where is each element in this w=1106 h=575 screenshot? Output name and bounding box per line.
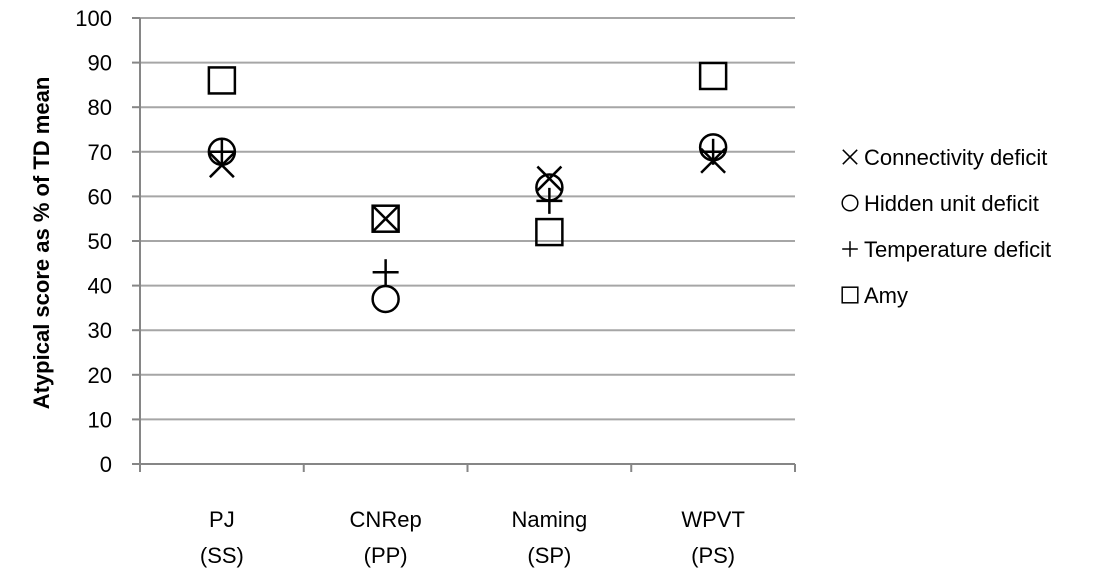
data-point-square (698, 61, 728, 91)
legend-item: Amy (841, 283, 908, 308)
legend-label: Temperature deficit (864, 237, 1051, 262)
legend-marker (841, 286, 859, 304)
circle-outline (371, 284, 400, 314)
y-tick-label: 90 (88, 51, 112, 76)
data-point-x-mark (536, 165, 563, 192)
legend-label: Connectivity deficit (864, 145, 1047, 170)
y-tick-label: 50 (88, 229, 112, 254)
legend-item: Hidden unit deficit (841, 191, 1039, 216)
x-category-labels: PJ (SS) CNRep (PP) Naming (SP) WPVT (PS) (200, 507, 745, 568)
legend-label: Amy (864, 283, 908, 308)
square-outline (841, 286, 859, 304)
y-axis-label: Atypical score as % of TD mean (29, 77, 54, 410)
data-points (207, 61, 728, 314)
y-tick-label: 30 (88, 318, 112, 343)
y-tick-label: 0 (100, 452, 112, 477)
axes (132, 17, 796, 472)
x-category-label: (SP) (527, 543, 571, 568)
legend-marker (842, 241, 858, 257)
data-point-plus (208, 138, 235, 165)
square-outline (207, 66, 237, 95)
legend-marker (841, 194, 859, 212)
y-tick-label: 60 (88, 184, 112, 209)
x-mark-stroke (372, 205, 399, 232)
x-category-label: Naming (511, 507, 587, 532)
x-category-label: (PP) (364, 543, 408, 568)
x-category-label: (PS) (691, 543, 735, 568)
y-tick-label: 40 (88, 274, 112, 299)
x-category-label: (SS) (200, 543, 244, 568)
circle-outline (841, 194, 859, 212)
data-point-x-mark (372, 205, 399, 232)
data-point-plus (700, 138, 727, 165)
y-tick-label: 10 (88, 407, 112, 432)
gridlines (140, 17, 795, 421)
legend-marker-square (841, 286, 859, 304)
legend-marker-plus (842, 241, 858, 257)
data-point-square (535, 217, 564, 247)
square-outline (535, 217, 564, 247)
legend-marker-circle (841, 194, 859, 212)
y-tick-label: 20 (88, 363, 112, 388)
legend-marker (842, 149, 858, 165)
data-point-plus (536, 187, 563, 214)
data-point-square (371, 204, 400, 233)
legend: Connectivity deficit Hidden unit deficit T… (841, 145, 1051, 308)
legend-marker-x-mark (842, 149, 858, 165)
x-category-label: CNRep (350, 507, 422, 532)
x-category-label: PJ (209, 507, 235, 532)
square-outline (698, 61, 728, 91)
legend-item: Temperature deficit (842, 237, 1051, 262)
x-mark-stroke (842, 149, 858, 165)
legend-label: Hidden unit deficit (864, 191, 1039, 216)
legend-item: Connectivity deficit (842, 145, 1047, 170)
x-mark-stroke (536, 165, 563, 192)
y-tick-labels: 0 10 20 30 40 50 60 70 80 90 100 (75, 6, 112, 477)
y-tick-label: 80 (88, 95, 112, 120)
square-outline (371, 204, 400, 233)
y-tick-label: 70 (88, 140, 112, 165)
data-point-plus (372, 259, 399, 286)
data-point-circle (371, 284, 400, 314)
y-tick-label: 100 (75, 6, 112, 31)
x-category-label: WPVT (681, 507, 745, 532)
data-point-square (207, 66, 237, 95)
